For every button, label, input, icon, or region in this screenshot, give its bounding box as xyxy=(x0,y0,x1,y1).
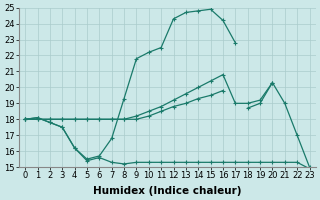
X-axis label: Humidex (Indice chaleur): Humidex (Indice chaleur) xyxy=(93,186,242,196)
